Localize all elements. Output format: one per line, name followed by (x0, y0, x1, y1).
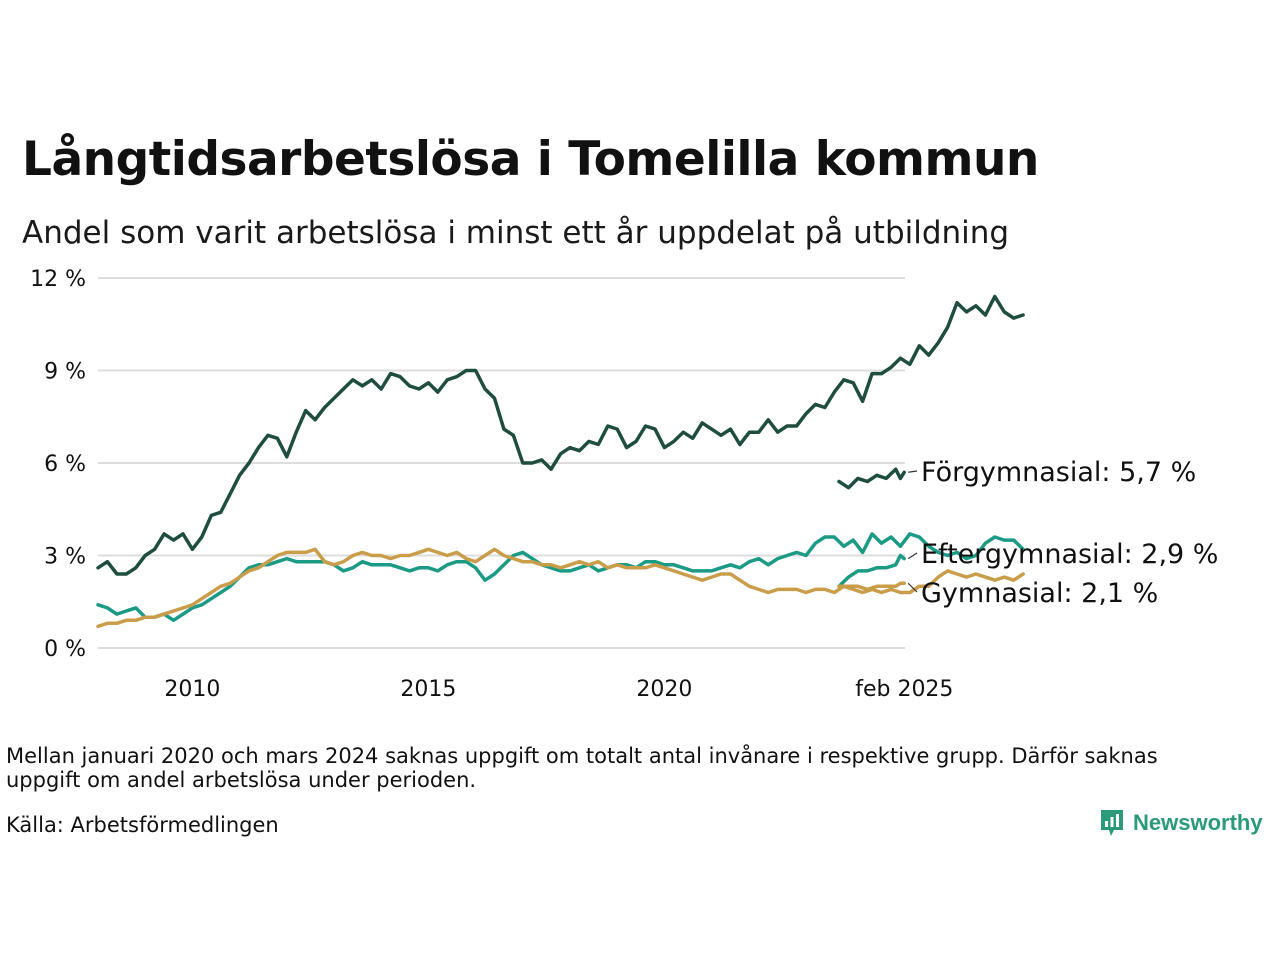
x-tick-label: 2010 (164, 677, 220, 702)
x-tick-label: feb 2025 (855, 677, 953, 702)
x-axis: 2010 2015 2020 feb 2025 (164, 677, 953, 702)
y-tick-label: 6 % (44, 452, 86, 477)
footnote: Mellan januari 2020 och mars 2024 saknas… (6, 744, 1158, 792)
label-leader (907, 552, 918, 560)
page-subtitle: Andel som varit arbetslösa i minst ett å… (22, 215, 1010, 251)
series-line-gymnasial (837, 581, 906, 592)
y-tick-label: 9 % (44, 360, 86, 385)
series-lines (96, 294, 1025, 629)
brand-name: Newsworthy (1133, 810, 1263, 835)
series-line-eftergymnasial (837, 553, 906, 589)
series-end-labels: Förgymnasial: 5,7 % Eftergymnasial: 2,9 %… (907, 457, 1218, 609)
y-axis: 0 % 3 % 6 % 9 % 12 % (30, 267, 86, 662)
bar-chart-icon (1101, 810, 1123, 836)
newsworthy-logo[interactable]: Newsworthy (1099, 808, 1263, 838)
series-line-eftergymnasial (96, 532, 1025, 623)
y-tick-label: 3 % (44, 545, 86, 570)
y-tick-label: 0 % (44, 637, 86, 662)
label-leader (907, 582, 918, 593)
series-line-förgymnasial (837, 467, 906, 490)
label-leader (908, 470, 918, 473)
source-note: Källa: Arbetsförmedlingen (6, 813, 279, 837)
series-label-eftergymnasial: Eftergymnasial: 2,9 % (921, 539, 1218, 570)
x-tick-label: 2015 (400, 677, 456, 702)
x-tick-label: 2020 (636, 677, 692, 702)
line-chart: 0 % 3 % 6 % 9 % 12 % 2010 2015 2020 feb 2025 Fö… (30, 267, 1218, 702)
series-label-gymnasial: Gymnasial: 2,1 % (921, 578, 1158, 609)
page-title: Långtidsarbetslösa i Tomelilla kommun (22, 132, 1039, 187)
y-tick-label: 12 % (30, 267, 86, 292)
series-line-förgymnasial (96, 294, 1025, 576)
chart-grid (98, 277, 905, 649)
series-label-förgymnasial: Förgymnasial: 5,7 % (921, 457, 1196, 488)
